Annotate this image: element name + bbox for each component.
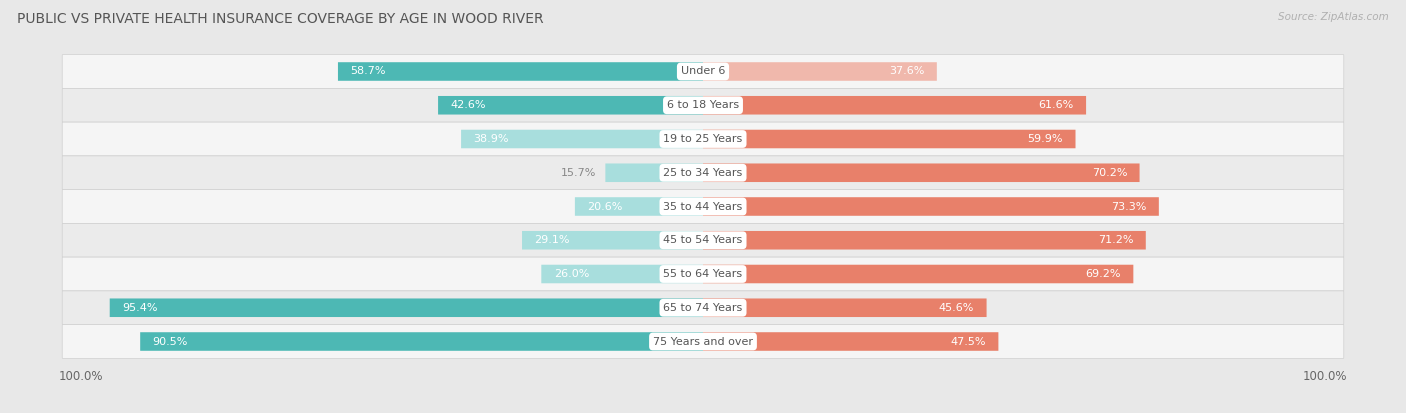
Text: 71.2%: 71.2% [1098, 235, 1133, 245]
Text: 20.6%: 20.6% [588, 202, 623, 211]
FancyBboxPatch shape [62, 325, 1344, 358]
FancyBboxPatch shape [522, 231, 703, 249]
Text: 26.0%: 26.0% [554, 269, 589, 279]
Text: 35 to 44 Years: 35 to 44 Years [664, 202, 742, 211]
FancyBboxPatch shape [62, 291, 1344, 325]
Text: 25 to 34 Years: 25 to 34 Years [664, 168, 742, 178]
FancyBboxPatch shape [62, 88, 1344, 122]
Text: 73.3%: 73.3% [1111, 202, 1146, 211]
Text: PUBLIC VS PRIVATE HEALTH INSURANCE COVERAGE BY AGE IN WOOD RIVER: PUBLIC VS PRIVATE HEALTH INSURANCE COVER… [17, 12, 544, 26]
FancyBboxPatch shape [703, 96, 1085, 114]
Text: 19 to 25 Years: 19 to 25 Years [664, 134, 742, 144]
FancyBboxPatch shape [606, 164, 703, 182]
FancyBboxPatch shape [62, 223, 1344, 257]
FancyBboxPatch shape [62, 156, 1344, 190]
Text: 6 to 18 Years: 6 to 18 Years [666, 100, 740, 110]
Text: 42.6%: 42.6% [450, 100, 486, 110]
Text: 37.6%: 37.6% [889, 66, 924, 76]
FancyBboxPatch shape [337, 62, 703, 81]
Text: 55 to 64 Years: 55 to 64 Years [664, 269, 742, 279]
FancyBboxPatch shape [141, 332, 703, 351]
Text: Under 6: Under 6 [681, 66, 725, 76]
Text: 90.5%: 90.5% [153, 337, 188, 347]
FancyBboxPatch shape [703, 164, 1140, 182]
FancyBboxPatch shape [703, 332, 998, 351]
FancyBboxPatch shape [703, 231, 1146, 249]
Text: 15.7%: 15.7% [561, 168, 596, 178]
FancyBboxPatch shape [110, 299, 703, 317]
Text: 61.6%: 61.6% [1039, 100, 1074, 110]
FancyBboxPatch shape [703, 197, 1159, 216]
FancyBboxPatch shape [703, 130, 1076, 148]
FancyBboxPatch shape [62, 55, 1344, 88]
Text: 59.9%: 59.9% [1028, 134, 1063, 144]
FancyBboxPatch shape [62, 257, 1344, 291]
FancyBboxPatch shape [703, 62, 936, 81]
Text: Source: ZipAtlas.com: Source: ZipAtlas.com [1278, 12, 1389, 22]
FancyBboxPatch shape [461, 130, 703, 148]
Text: 45.6%: 45.6% [939, 303, 974, 313]
Text: 69.2%: 69.2% [1085, 269, 1121, 279]
Text: 70.2%: 70.2% [1091, 168, 1128, 178]
Text: 38.9%: 38.9% [474, 134, 509, 144]
Text: 29.1%: 29.1% [534, 235, 569, 245]
FancyBboxPatch shape [541, 265, 703, 283]
Text: 47.5%: 47.5% [950, 337, 986, 347]
Text: 58.7%: 58.7% [350, 66, 385, 76]
FancyBboxPatch shape [62, 122, 1344, 156]
FancyBboxPatch shape [62, 190, 1344, 223]
Text: 75 Years and over: 75 Years and over [652, 337, 754, 347]
FancyBboxPatch shape [703, 299, 987, 317]
Text: 65 to 74 Years: 65 to 74 Years [664, 303, 742, 313]
FancyBboxPatch shape [439, 96, 703, 114]
FancyBboxPatch shape [703, 265, 1133, 283]
FancyBboxPatch shape [575, 197, 703, 216]
Text: 95.4%: 95.4% [122, 303, 157, 313]
Text: 45 to 54 Years: 45 to 54 Years [664, 235, 742, 245]
